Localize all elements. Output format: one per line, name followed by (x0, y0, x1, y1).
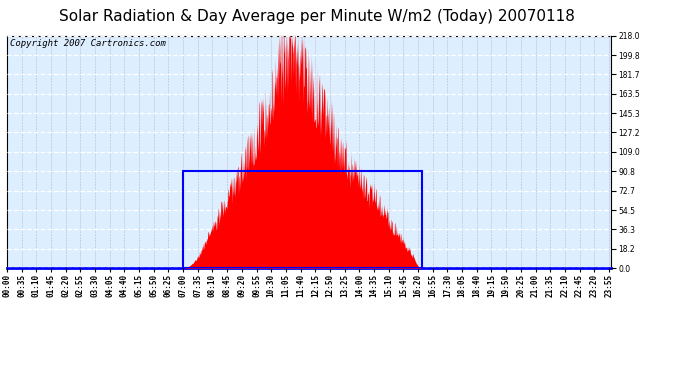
Bar (183, 171, 422, 268)
Text: Solar Radiation & Day Average per Minute W/m2 (Today) 20070118: Solar Radiation & Day Average per Minute… (59, 9, 575, 24)
Text: Copyright 2007 Cartronics.com: Copyright 2007 Cartronics.com (10, 39, 166, 48)
